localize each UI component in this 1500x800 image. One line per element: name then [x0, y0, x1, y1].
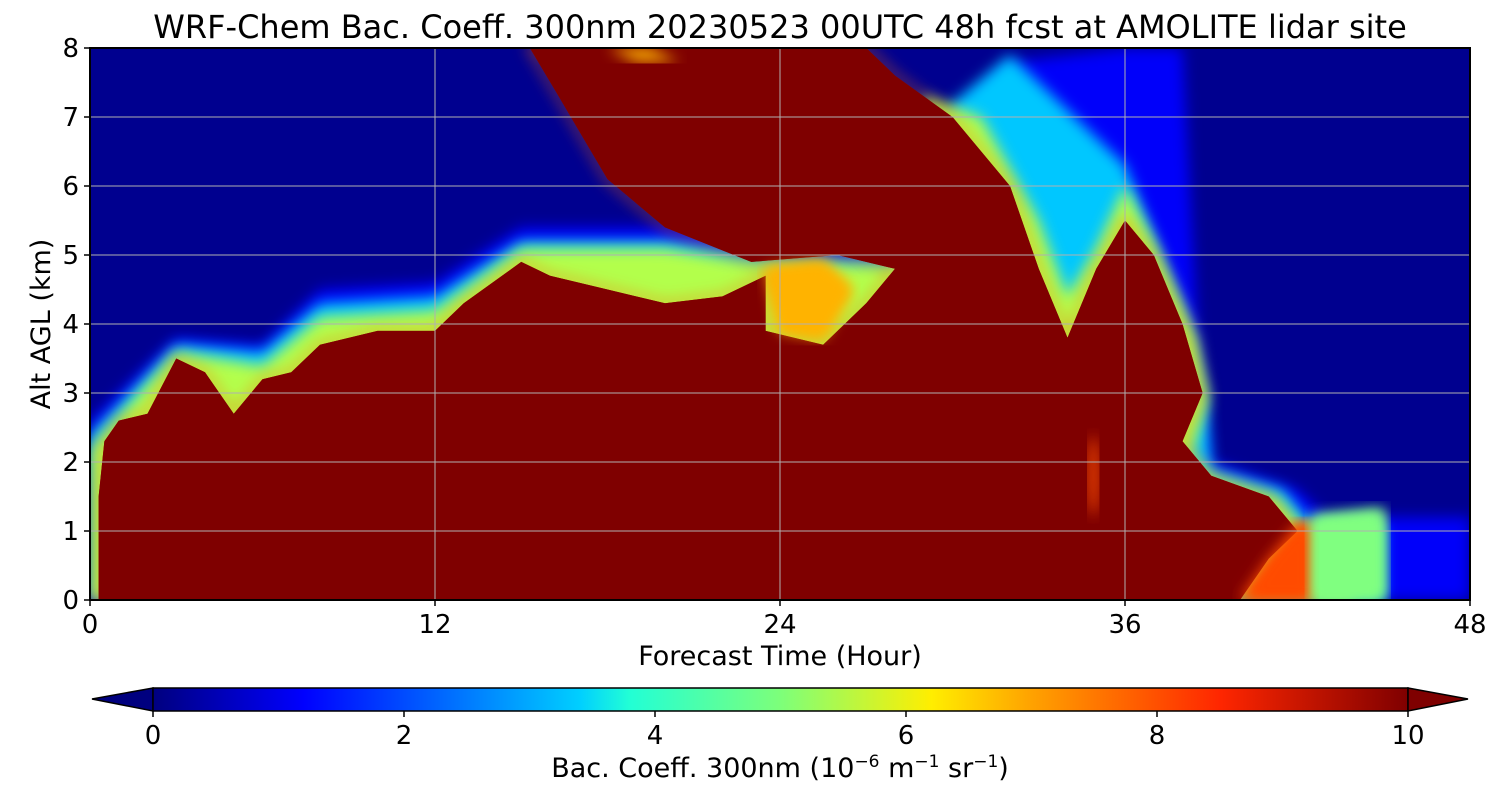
- y-axis: 0 1 2 3 4 5 6 7 8: [62, 34, 90, 616]
- colorbar-label: Bac. Coeff. 300nm (10−6 m−1 sr−1): [551, 752, 1009, 784]
- interior-feature: [1088, 435, 1099, 516]
- x-axis: 0 12 24 36 48: [82, 600, 1487, 640]
- colorbar: 0 2 4 6 8 10: [91, 687, 1469, 751]
- y-tick-label: 1: [62, 517, 79, 547]
- colorbar-tick-label: 8: [1149, 721, 1166, 751]
- x-tick-label: 48: [1453, 610, 1486, 640]
- colorbar-min-extend: [91, 687, 154, 712]
- y-tick-label: 2: [62, 448, 79, 478]
- colorbar-ramp: [152, 687, 1409, 712]
- pocket-3: [1311, 510, 1384, 600]
- colorbar-ticks: 0 2 4 6 8 10: [145, 711, 1425, 751]
- x-tick-label: 36: [1108, 610, 1141, 640]
- y-tick-label: 4: [62, 310, 79, 340]
- colorbar-tick-label: 10: [1391, 721, 1424, 751]
- pocket-2: [1240, 524, 1312, 600]
- x-axis-label: Forecast Time (Hour): [638, 641, 922, 672]
- x-tick-label: 0: [82, 610, 99, 640]
- chart-title: WRF-Chem Bac. Coeff. 300nm 20230523 00UT…: [153, 8, 1407, 46]
- pocket-1: [765, 261, 852, 338]
- y-tick-label: 3: [62, 379, 79, 409]
- colorbar-tick-label: 4: [647, 721, 664, 751]
- x-tick-label: 12: [418, 610, 451, 640]
- y-tick-label: 5: [62, 241, 79, 271]
- colorbar-tick-label: 2: [396, 721, 413, 751]
- colorbar-tick-label: 6: [898, 721, 915, 751]
- y-tick-label: 0: [62, 586, 79, 616]
- colorbar-tick-label: 0: [145, 721, 162, 751]
- colorbar-max-extend: [1407, 687, 1469, 712]
- y-axis-label: Alt AGL (km): [26, 239, 57, 410]
- x-tick-label: 24: [763, 610, 796, 640]
- pocket-0: [607, 48, 680, 62]
- y-tick-label: 7: [62, 103, 79, 133]
- y-tick-label: 8: [62, 34, 79, 64]
- y-tick-label: 6: [62, 172, 79, 202]
